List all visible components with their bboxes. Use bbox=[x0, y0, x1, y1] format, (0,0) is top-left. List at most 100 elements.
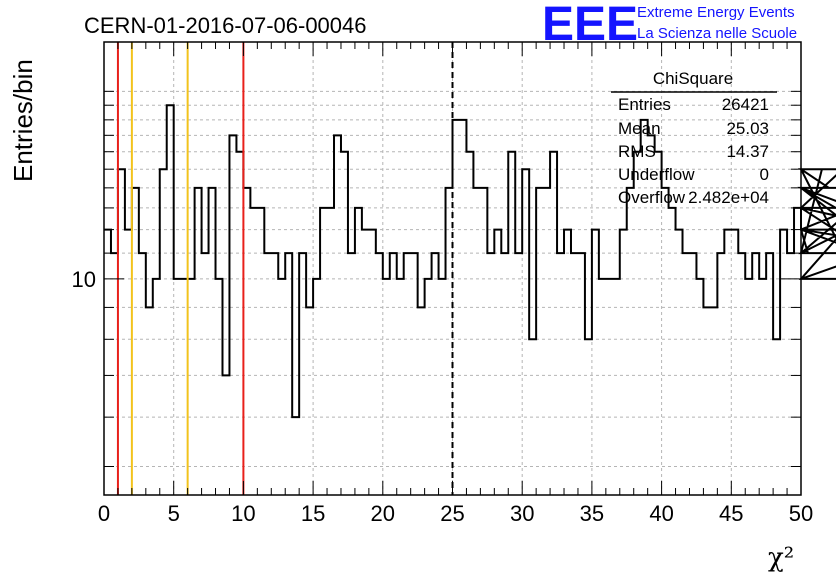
stats-value-entries: 26421 bbox=[722, 95, 769, 114]
histogram-bin bbox=[243, 188, 250, 495]
histogram-bin bbox=[731, 230, 738, 495]
histogram-bin bbox=[724, 230, 731, 495]
y-axis-ticks: 10 bbox=[72, 90, 801, 467]
histogram-bin bbox=[125, 230, 132, 495]
stats-value-mean: 25.03 bbox=[726, 119, 769, 138]
histogram-bin bbox=[202, 253, 209, 495]
histogram-bin bbox=[369, 230, 376, 495]
histogram-bin bbox=[627, 188, 634, 495]
x-tick-label: 45 bbox=[719, 501, 743, 526]
x-tick-label: 20 bbox=[371, 501, 395, 526]
histogram-bin bbox=[355, 208, 362, 495]
x-tick-label: 5 bbox=[168, 501, 180, 526]
x-axis-label: χ² bbox=[768, 543, 794, 572]
stats-value-underflow: 0 bbox=[760, 165, 769, 184]
histogram-bin bbox=[466, 152, 473, 495]
x-tick-label: 35 bbox=[580, 501, 604, 526]
histogram-bin bbox=[787, 253, 794, 495]
histogram-bin bbox=[669, 208, 676, 495]
histogram-bin bbox=[271, 253, 278, 495]
histogram-bin bbox=[425, 279, 432, 495]
histogram-bin bbox=[320, 208, 327, 495]
histogram-bin bbox=[257, 208, 264, 495]
histogram-bin bbox=[236, 152, 243, 495]
histogram-bin bbox=[146, 307, 153, 495]
histogram-bin bbox=[662, 188, 669, 495]
histogram-bin bbox=[132, 188, 139, 495]
histogram-bin bbox=[341, 152, 348, 495]
histogram-bin bbox=[592, 230, 599, 495]
histogram-bin bbox=[278, 279, 285, 495]
histogram-bin bbox=[543, 188, 550, 495]
histogram-bin bbox=[397, 279, 404, 495]
eee-logo: EEE Extreme Energy Events La Scienza nel… bbox=[542, 0, 797, 51]
histogram-bin bbox=[432, 253, 439, 495]
histogram-bin bbox=[473, 188, 480, 495]
histogram-bin bbox=[480, 188, 487, 495]
histogram-bin bbox=[780, 230, 787, 495]
logo-line1: Extreme Energy Events bbox=[637, 4, 795, 21]
x-tick-label: 30 bbox=[510, 501, 534, 526]
x-tick-label: 10 bbox=[231, 501, 255, 526]
x-tick-label: 0 bbox=[98, 501, 110, 526]
histogram-bin bbox=[578, 253, 585, 495]
histogram-bin bbox=[118, 169, 125, 495]
histogram-bin bbox=[676, 230, 683, 495]
histogram-bin bbox=[710, 307, 717, 495]
histogram-bin bbox=[327, 208, 334, 495]
histogram-bin bbox=[689, 253, 696, 495]
histogram-bin bbox=[404, 253, 411, 495]
histogram-bin bbox=[536, 188, 543, 495]
stats-label-rms: RMS bbox=[618, 142, 656, 161]
histogram-bin bbox=[195, 188, 202, 495]
histogram-bin bbox=[362, 230, 369, 495]
x-tick-label: 25 bbox=[440, 501, 464, 526]
y-tick-label: 10 bbox=[72, 267, 96, 292]
histogram-bin bbox=[439, 279, 446, 495]
histogram-bin bbox=[606, 279, 613, 495]
stats-label-entries: Entries bbox=[618, 95, 671, 114]
histogram-bin bbox=[564, 230, 571, 495]
histogram-bin bbox=[494, 230, 501, 495]
histogram-bin bbox=[216, 279, 223, 495]
histogram-bin bbox=[188, 279, 195, 495]
histogram-bin bbox=[453, 120, 460, 495]
stats-box: ChiSquare Entries 26421 Mean 25.03 RMS 1… bbox=[611, 69, 777, 207]
histogram-bin bbox=[529, 339, 536, 495]
run-title: CERN-01-2016-07-06-00046 bbox=[84, 13, 367, 38]
histogram-bin bbox=[299, 253, 306, 495]
histogram-bin bbox=[459, 120, 466, 495]
histogram-bin bbox=[306, 307, 313, 495]
histogram-bin bbox=[285, 253, 292, 495]
histogram-bin bbox=[585, 339, 592, 495]
histogram-bin bbox=[334, 135, 341, 495]
histogram-bin bbox=[446, 188, 453, 495]
histogram-bin bbox=[557, 253, 564, 495]
histogram-bin bbox=[348, 253, 355, 495]
logo-line2: La Scienza nelle Scuole bbox=[637, 25, 797, 42]
histogram-bin bbox=[487, 253, 494, 495]
histogram-bin bbox=[174, 279, 181, 495]
histogram-bin bbox=[508, 152, 515, 495]
histogram-bin bbox=[752, 253, 759, 495]
histogram-bin bbox=[773, 339, 780, 495]
histogram-bin bbox=[250, 208, 257, 495]
histogram-bin bbox=[550, 152, 557, 495]
histogram-bin bbox=[181, 279, 188, 495]
histogram-bin bbox=[264, 253, 271, 495]
x-tick-label: 40 bbox=[649, 501, 673, 526]
histogram-bin bbox=[160, 169, 167, 495]
stats-value-overflow: 2.482e+04 bbox=[688, 188, 769, 207]
x-tick-label: 50 bbox=[789, 501, 813, 526]
histogram-bin bbox=[745, 279, 752, 495]
stats-label-mean: Mean bbox=[618, 119, 661, 138]
histogram-bin bbox=[515, 253, 522, 495]
histogram-bin bbox=[766, 253, 773, 495]
histogram-bin bbox=[383, 279, 390, 495]
histogram-bin bbox=[209, 188, 216, 495]
histogram-bin bbox=[376, 253, 383, 495]
histogram-bin bbox=[683, 253, 690, 495]
logo-mark: EEE bbox=[542, 0, 638, 51]
reference-lines bbox=[116, 42, 454, 495]
